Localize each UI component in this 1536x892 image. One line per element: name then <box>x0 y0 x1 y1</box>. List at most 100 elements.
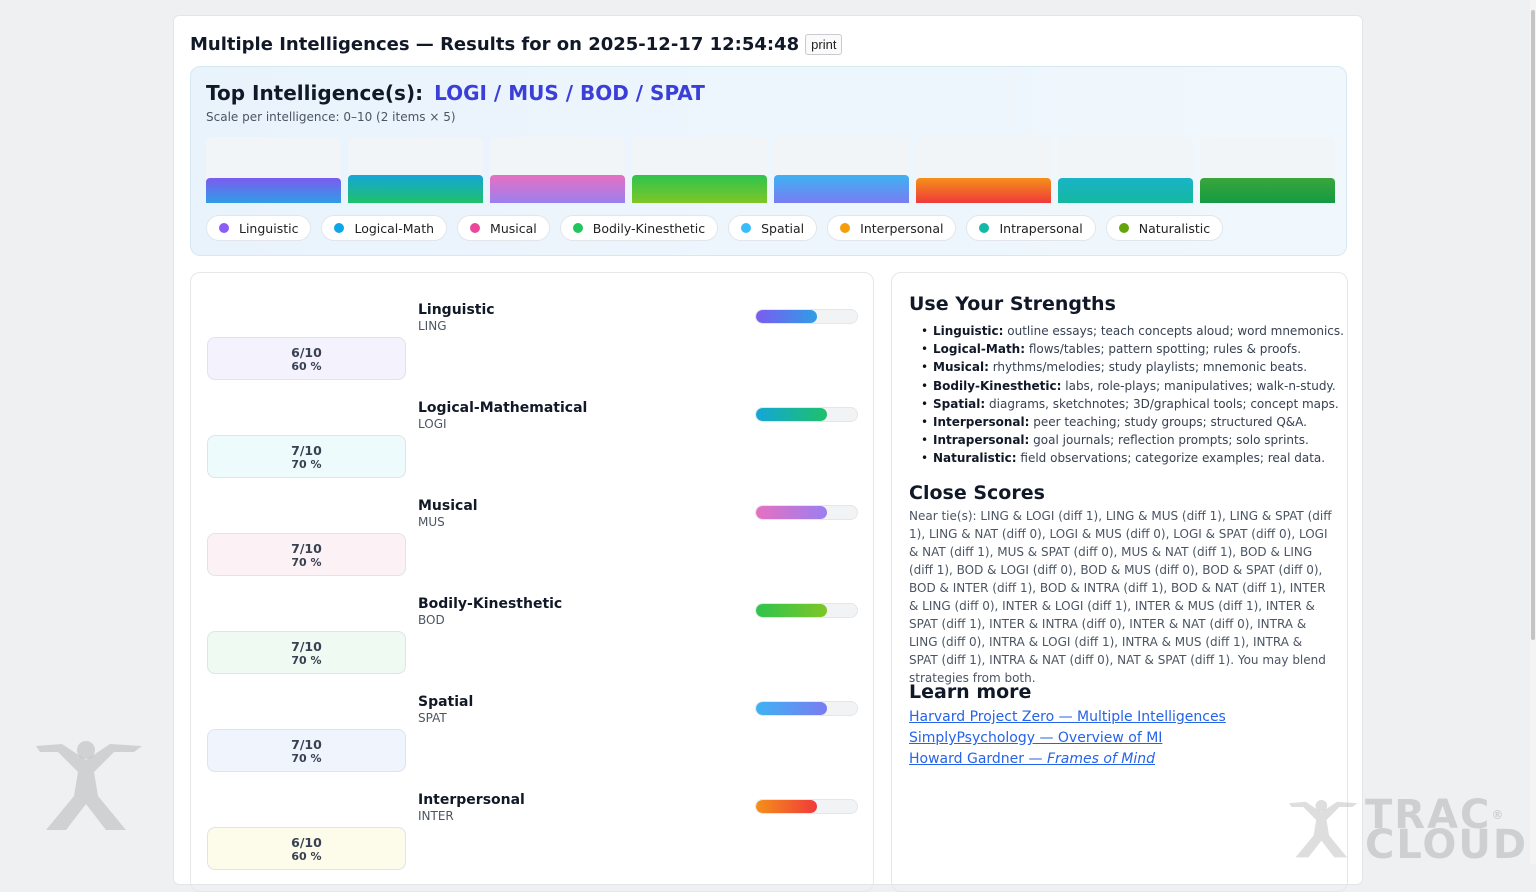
intelligence-name: Musical <box>418 498 478 514</box>
strength-label: Intrapersonal: <box>933 433 1030 448</box>
strength-label: Bodily-Kinesthetic: <box>933 378 1062 393</box>
score-track <box>755 505 858 520</box>
score-box: 7/10 70 % <box>207 435 406 478</box>
score-track <box>755 701 858 716</box>
score-row: Linguistic LING 6/10 60 % <box>191 302 873 400</box>
top-intelligence-label: Top Intelligence(s): <box>206 81 424 105</box>
bar-slot-linguistic <box>206 137 341 203</box>
score-value: 6/10 <box>291 345 322 360</box>
watermark-reg: ® <box>1491 808 1506 822</box>
bar-slot-interpersonal <box>916 137 1051 203</box>
score-value: 7/10 <box>291 639 322 654</box>
score-value: 7/10 <box>291 443 322 458</box>
legend-chip-spatial: Spatial <box>728 215 818 241</box>
legend-dot <box>979 223 990 233</box>
gardner-link-title: Frames of Mind <box>1046 751 1155 767</box>
top-intelligence-heading: Top Intelligence(s): LOGI / MUS / BOD / … <box>206 81 705 105</box>
score-fill <box>756 408 827 421</box>
score-percent: 70 % <box>291 654 322 667</box>
strength-label: Logical-Math: <box>933 342 1026 357</box>
strength-label: Spatial: <box>933 396 986 411</box>
score-row: Bodily-Kinesthetic BOD 7/10 70 % <box>191 596 873 694</box>
intelligence-name: Interpersonal <box>418 792 525 808</box>
page-title: Multiple Intelligences — Results for on … <box>190 34 800 55</box>
top-intelligence-card: Top Intelligence(s): LOGI / MUS / BOD / … <box>190 66 1347 256</box>
tracknet-logo-icon <box>22 738 152 838</box>
close-scores-heading: Close Scores <box>909 482 1045 504</box>
score-fill <box>756 702 827 715</box>
strength-text: outline essays; teach concepts aloud; wo… <box>1003 324 1344 338</box>
strengths-list: Linguistic: outline essays; teach concep… <box>909 322 1347 468</box>
watermark-line1: TRAC <box>1365 792 1492 838</box>
bar-spatial <box>774 175 909 203</box>
score-row: Musical MUS 7/10 70 % <box>191 498 873 596</box>
legend-dot <box>219 223 229 233</box>
score-row: Logical-Mathematical LOGI 7/10 70 % <box>191 400 873 498</box>
gardner-frames-of-mind-link[interactable]: Howard Gardner — Frames of Mind <box>909 749 1226 770</box>
strength-text: diagrams, sketchnotes; 3D/graphical tool… <box>985 396 1339 411</box>
strength-text: peer teaching; study groups; structured … <box>1029 415 1307 430</box>
print-button[interactable]: print <box>805 34 843 55</box>
intelligence-code: LING <box>418 319 447 333</box>
score-row: Spatial SPAT 7/10 70 % <box>191 694 873 792</box>
score-box: 7/10 70 % <box>207 729 406 772</box>
scale-note: Scale per intelligence: 0–10 (2 items × … <box>206 110 456 124</box>
score-fill <box>756 506 827 519</box>
legend-chip-musical: Musical <box>457 215 550 241</box>
score-track <box>755 799 858 814</box>
simplypsychology-link[interactable]: SimplyPsychology — Overview of MI <box>909 730 1163 746</box>
score-fill <box>756 604 827 617</box>
strength-item: Linguistic: outline essays; teach concep… <box>921 322 1347 340</box>
learn-more-heading: Learn more <box>909 681 1032 703</box>
legend-chip-linguistic: Linguistic <box>206 215 312 241</box>
strength-text: goal journals; reflection prompts; solo … <box>1029 433 1309 448</box>
bar-musical <box>490 175 625 203</box>
strength-item: Bodily-Kinesthetic: labs, role-plays; ma… <box>921 377 1347 395</box>
close-scores-text: Near tie(s): LING & LOGI (diff 1), LING … <box>909 509 1332 685</box>
gardner-link-prefix: Howard Gardner — <box>909 751 1047 767</box>
score-fill <box>756 800 817 813</box>
legend-dot <box>1118 223 1129 233</box>
bar-linguistic <box>206 178 341 203</box>
bar-slot-spatial <box>774 137 909 203</box>
harvard-project-zero-link[interactable]: Harvard Project Zero — Multiple Intellig… <box>909 709 1226 725</box>
intelligence-code: BOD <box>418 613 445 627</box>
strength-item: Spatial: diagrams, sketchnotes; 3D/graph… <box>921 395 1347 413</box>
intelligence-code: LOGI <box>418 417 447 431</box>
strength-item: Naturalistic: field observations; catego… <box>921 449 1347 467</box>
score-percent: 70 % <box>291 556 322 569</box>
legend-dot <box>741 223 752 233</box>
score-box: 7/10 70 % <box>207 533 406 576</box>
strength-text: field observations; categorize examples;… <box>1016 451 1326 466</box>
score-track <box>755 407 858 422</box>
strength-text: labs, role-plays; manipulatives; walk-n-… <box>1061 378 1336 393</box>
chart-legend: Linguistic Logical-Math Musical Bodily-Kine… <box>206 215 1233 241</box>
score-percent: 60 % <box>291 850 322 863</box>
score-track <box>755 603 858 618</box>
legend-dot <box>840 223 851 233</box>
strength-label: Interpersonal: <box>933 415 1030 430</box>
legend-label: Interpersonal <box>860 220 944 236</box>
legend-label: Bodily-Kinesthetic <box>592 220 706 236</box>
score-value: 7/10 <box>291 541 322 556</box>
bar-slot-logical-math <box>348 137 483 203</box>
score-row: Interpersonal INTER 6/10 60 % <box>191 792 873 890</box>
legend-chip-bodily-kinesthetic: Bodily-Kinesthetic <box>559 215 719 241</box>
bar-logical-math <box>348 175 483 203</box>
legend-label: Musical <box>490 220 537 236</box>
strength-label: Linguistic: <box>933 324 1004 338</box>
score-fill <box>756 310 817 323</box>
legend-chip-intrapersonal: Intrapersonal <box>966 215 1096 241</box>
bar-naturalistic <box>1200 178 1335 203</box>
score-percent: 70 % <box>291 458 322 471</box>
strength-item: Intrapersonal: goal journals; reflection… <box>921 431 1347 449</box>
strength-label: Naturalistic: <box>933 451 1017 466</box>
intelligence-code: MUS <box>418 515 445 529</box>
trac-cloud-watermark: TRAC® CLOUD <box>1365 795 1528 865</box>
intelligence-name: Spatial <box>418 694 474 710</box>
strength-text: flows/tables; pattern spotting; rules & … <box>1025 342 1302 357</box>
bar-slot-musical <box>490 137 625 203</box>
learn-more-links: Harvard Project Zero — Multiple Intellig… <box>909 707 1226 770</box>
bar-bodily-kinesthetic <box>632 175 767 203</box>
scrollbar-thumb[interactable] <box>1531 10 1535 640</box>
